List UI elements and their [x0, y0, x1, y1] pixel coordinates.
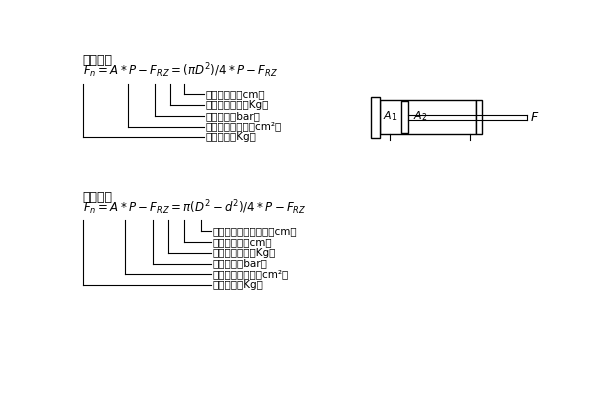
Text: $A_2$: $A_2$: [413, 109, 427, 123]
Text: 轴心（活塞杆）直径（cm）: 轴心（活塞杆）直径（cm）: [213, 226, 298, 236]
Text: 操作压力（bar）: 操作压力（bar）: [213, 258, 268, 269]
Bar: [401, 101, 408, 134]
Text: $F_n = A*P - F_{RZ} = (\pi D^2)/4*P - F_{RZ}$: $F_n = A*P - F_{RZ} = (\pi D^2)/4*P - F_…: [83, 62, 278, 80]
Text: 气缸之磨擦阻（Kg）: 气缸之磨擦阻（Kg）: [205, 100, 269, 110]
Text: 气压缸内径（cm）: 气压缸内径（cm）: [213, 237, 272, 247]
Bar: [380, 100, 476, 134]
Text: 实际出力（Kg）: 实际出力（Kg）: [213, 280, 264, 290]
Text: 前进出力: 前进出力: [83, 54, 113, 67]
Text: 回行出力: 回行出力: [83, 190, 113, 204]
Text: 实际出力（Kg）: 实际出力（Kg）: [205, 132, 256, 142]
Text: 气缸之磨擦阻（Kg）: 气缸之磨擦阻（Kg）: [213, 248, 277, 258]
Text: 操作压力（bar）: 操作压力（bar）: [205, 111, 260, 121]
Text: 气压缸内径（cm）: 气压缸内径（cm）: [205, 89, 265, 99]
Text: 活塞之有效面积（cm²）: 活塞之有效面积（cm²）: [205, 122, 281, 132]
Bar: [371, 96, 380, 138]
Text: $F_n = A*P - F_{RZ} = \pi(D^2 - d^2)/4*P - F_{RZ}$: $F_n = A*P - F_{RZ} = \pi(D^2 - d^2)/4*P…: [83, 198, 306, 217]
Text: 活塞之有效面积（cm²）: 活塞之有效面积（cm²）: [213, 269, 289, 279]
Text: $A_1$: $A_1$: [383, 109, 397, 123]
Text: $F$: $F$: [530, 111, 539, 124]
Bar: [476, 100, 482, 134]
